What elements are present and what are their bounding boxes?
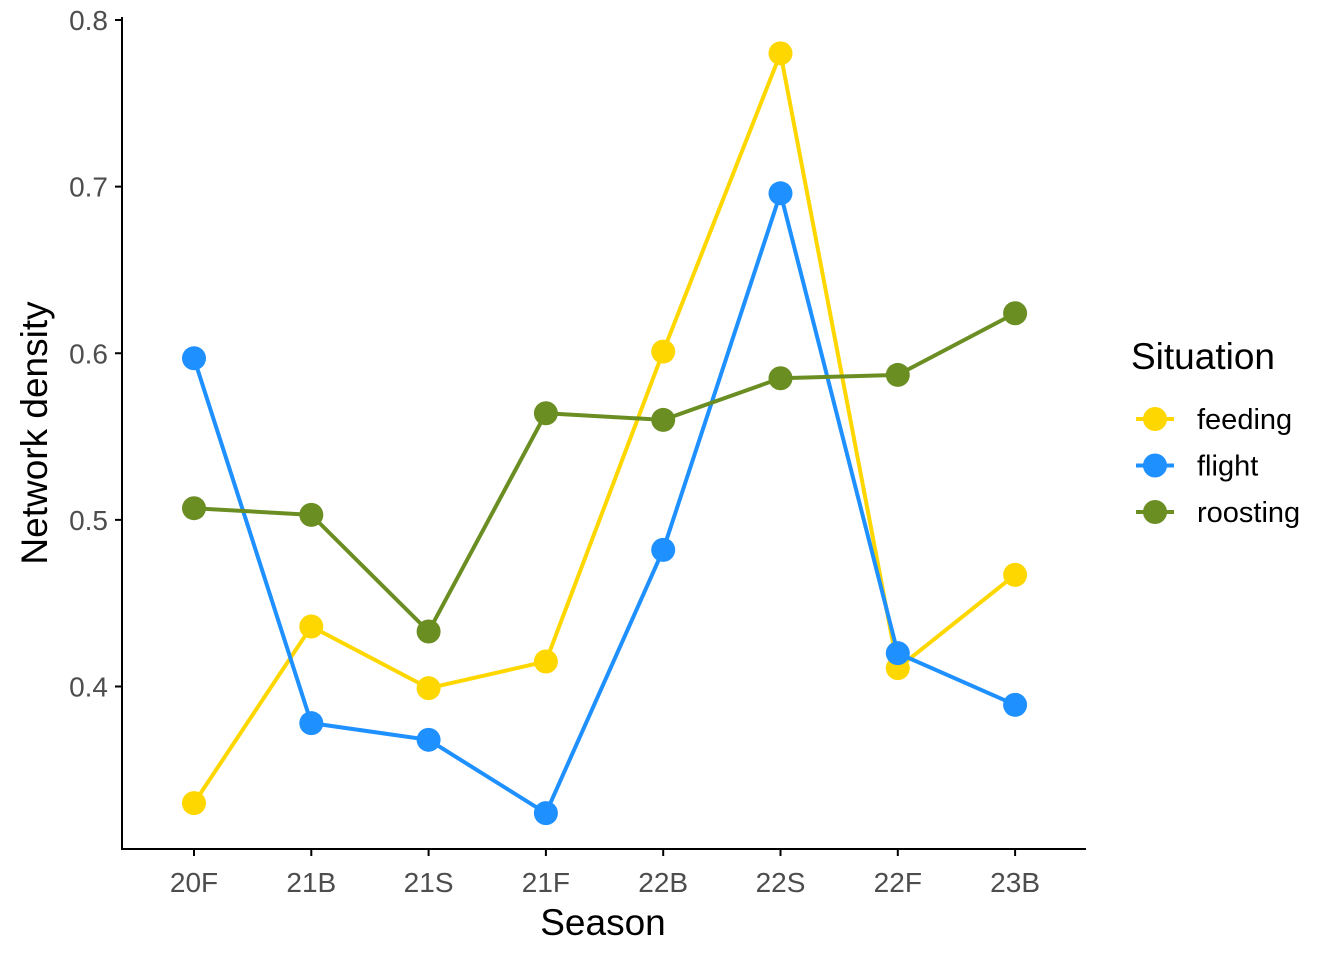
data-point-roosting <box>1003 301 1028 326</box>
series-feeding <box>182 41 1028 816</box>
legend-key-point <box>1143 453 1167 478</box>
data-point-feeding <box>651 339 676 364</box>
data-point-feeding <box>299 614 324 639</box>
legend-item-feeding: feeding <box>1136 404 1292 436</box>
data-point-feeding <box>182 791 206 816</box>
legend-item-flight: flight <box>1136 451 1258 483</box>
x-tick-label: 20F <box>170 867 218 898</box>
legend-label: roosting <box>1197 497 1300 529</box>
x-tick-label: 22F <box>874 867 922 898</box>
x-axis-ticks: 20F 21B 21S 21F 22B 22S 22F 23B <box>170 849 1040 898</box>
legend-key-point <box>1143 500 1167 524</box>
y-axis-title: Network density <box>14 301 55 565</box>
legend-key-point <box>1143 407 1167 431</box>
data-point-roosting <box>651 407 676 432</box>
y-tick-label: 0.6 <box>69 338 108 369</box>
x-tick-label: 22B <box>638 867 688 898</box>
data-point-flight <box>182 346 206 371</box>
y-tick-label: 0.7 <box>69 172 108 203</box>
legend-item-roosting: roosting <box>1136 497 1300 529</box>
y-tick-label: 0.8 <box>69 5 108 36</box>
y-tick-label: 0.5 <box>69 505 108 536</box>
plot-area: 0.4 0.5 0.6 0.7 0.8 20F 21B 21S 21F 22B 22S 22F 23B <box>69 5 1086 898</box>
y-axis-ticks: 0.4 0.5 0.6 0.7 0.8 <box>69 5 122 703</box>
data-point-flight <box>533 801 558 826</box>
data-point-feeding <box>768 41 793 66</box>
data-point-roosting <box>299 502 324 527</box>
series-line-flight <box>192 191 1016 816</box>
legend: Situation feeding flight roosting <box>1131 336 1300 529</box>
series-roosting <box>182 301 1028 644</box>
x-axis-title: Season <box>540 902 666 943</box>
data-point-flight <box>299 711 324 736</box>
legend-items: feeding flight roosting <box>1136 404 1300 529</box>
x-tick-label: 21F <box>522 867 570 898</box>
series-line-feeding <box>192 51 1017 805</box>
x-tick-label: 21S <box>404 867 454 898</box>
series-layer <box>182 41 1028 826</box>
x-tick-label: 23B <box>990 867 1040 898</box>
data-point-roosting <box>416 619 441 644</box>
data-point-roosting <box>533 401 558 426</box>
data-point-feeding <box>533 649 558 674</box>
x-tick-label: 21B <box>286 867 336 898</box>
legend-title: Situation <box>1131 336 1275 377</box>
data-point-feeding <box>416 676 441 701</box>
x-tick-label: 22S <box>756 867 806 898</box>
data-point-roosting <box>768 366 793 391</box>
data-point-roosting <box>885 362 910 387</box>
data-point-flight <box>416 727 441 752</box>
legend-label: flight <box>1197 451 1258 483</box>
data-point-feeding <box>1003 562 1028 587</box>
y-tick-label: 0.4 <box>69 672 108 703</box>
series-line-roosting <box>193 311 1017 634</box>
data-point-flight <box>1003 692 1028 717</box>
data-point-flight <box>885 641 910 666</box>
series-flight <box>182 181 1028 826</box>
data-point-flight <box>768 181 793 206</box>
legend-label: feeding <box>1197 404 1292 436</box>
data-point-roosting <box>182 496 206 521</box>
data-point-flight <box>651 537 676 562</box>
